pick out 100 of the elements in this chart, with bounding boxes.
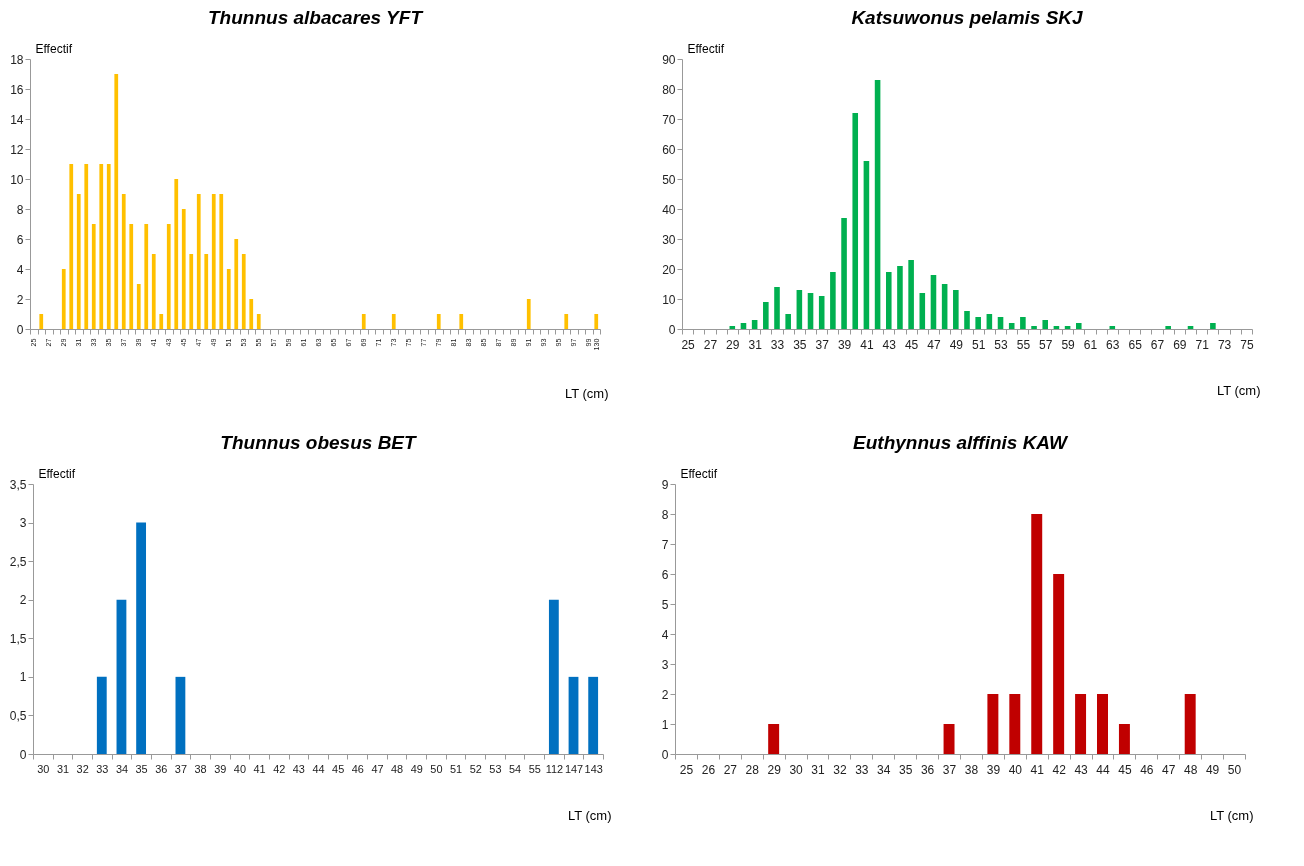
x-tick-label: 49 [949, 337, 964, 352]
y-tick-label: 70 [662, 112, 676, 127]
x-tick-label: 65 [1128, 337, 1143, 352]
x-tick-label: 39 [837, 337, 852, 352]
bar [144, 224, 149, 329]
bar [874, 80, 881, 329]
y-axis-title: Effectif [35, 41, 73, 56]
x-tick-label: 32 [833, 762, 847, 777]
x-tick-label: 38 [964, 762, 979, 777]
bar [763, 302, 769, 329]
x-tick-label: 35 [793, 337, 807, 352]
y-tick-label: 5 [661, 597, 669, 612]
y-tick-label: 1 [19, 670, 27, 685]
x-tick-label: 59 [1061, 337, 1076, 352]
bar [121, 194, 126, 329]
x-tick-label: 35 [899, 762, 913, 777]
bar [84, 164, 89, 329]
x-tick-label: 54 [508, 762, 522, 775]
chart-title: Thunnus albacares YFT [208, 7, 424, 28]
x-tick-label: 45 [332, 762, 345, 775]
x-tick-label: 69 [1173, 337, 1187, 352]
y-tick-label: 60 [662, 142, 676, 157]
x-tick-label: 52 [469, 762, 482, 775]
x-tick-label: 46 [351, 762, 364, 775]
bar [39, 314, 44, 329]
y-tick-label: 14 [10, 112, 24, 127]
x-tick-label: 143 [584, 762, 603, 775]
y-tick-label: 0 [16, 322, 24, 337]
x-tick-label: 29 [767, 762, 782, 777]
bar [196, 194, 201, 329]
y-tick-label: 3 [19, 516, 27, 531]
bar [175, 676, 186, 754]
bar [1075, 323, 1082, 329]
bar [1184, 694, 1196, 754]
y-tick-label: 4 [661, 627, 669, 642]
y-tick-label: 18 [10, 52, 24, 67]
x-tick-label: 55 [1016, 337, 1031, 352]
bar [774, 287, 780, 329]
x-tick-label: 31 [56, 762, 70, 775]
bar [919, 293, 926, 329]
x-tick-label: 44 [312, 762, 325, 775]
bar [526, 299, 531, 329]
x-tick-label: 47 [371, 762, 384, 775]
bar [1210, 323, 1216, 329]
x-tick-label: 63 [1106, 337, 1120, 352]
bar [91, 224, 96, 329]
x-axis-title: LT (cm) [1209, 807, 1254, 823]
bar [1118, 724, 1130, 754]
x-tick-label: 40 [1008, 762, 1023, 777]
bar [76, 194, 81, 329]
x-tick-label: 51 [972, 337, 986, 352]
x-tick-label: 37 [174, 762, 187, 775]
x-tick-label: 31 [811, 762, 825, 777]
y-tick-label: 6 [661, 567, 669, 582]
bar [964, 311, 970, 329]
bar [256, 314, 261, 329]
x-tick-label: 34 [115, 762, 129, 775]
y-tick-label: 50 [662, 172, 676, 187]
x-tick-label: 46 [1140, 762, 1154, 777]
y-tick-label: 9 [661, 477, 669, 492]
x-tick-label: 47 [1162, 762, 1176, 777]
x-tick-label: 71 [1195, 337, 1210, 352]
bar [116, 599, 127, 754]
x-tick-label: 50 [430, 762, 443, 775]
y-tick-label: 8 [661, 507, 669, 522]
bar [181, 209, 186, 329]
y-tick-label: 0 [19, 747, 27, 762]
x-tick-label: 33 [770, 337, 785, 352]
bar [785, 314, 791, 329]
bar [897, 266, 903, 329]
bar [1008, 323, 1015, 329]
x-tick-label: 61 [1083, 337, 1098, 352]
bar [459, 314, 464, 329]
bar [568, 676, 579, 754]
x-tick-label: 31 [748, 337, 763, 352]
x-tick-label: 33 [855, 762, 869, 777]
bar [219, 194, 224, 329]
x-tick-label: 43 [882, 337, 897, 352]
bar [136, 284, 141, 329]
bar [987, 694, 999, 754]
y-axis-title: Effectif [687, 41, 725, 56]
bar [818, 296, 825, 329]
x-tick-label: 75 [1240, 337, 1254, 352]
bar [1097, 694, 1108, 754]
y-tick-label: 2,5 [9, 554, 27, 569]
x-tick-label: 50 [1227, 762, 1242, 777]
bar [588, 676, 599, 754]
y-tick-label: 0,5 [9, 708, 27, 723]
bar [151, 254, 156, 329]
x-axis-title: LT (cm) [1216, 382, 1261, 398]
bar [564, 314, 569, 329]
x-tick-label: 42 [273, 762, 286, 775]
x-tick-label: 53 [489, 762, 502, 775]
bar [1020, 317, 1026, 329]
x-tick-label: 37 [815, 337, 830, 352]
x-tick-label: 25 [679, 762, 694, 777]
y-tick-label: 90 [662, 52, 676, 67]
bar [830, 272, 836, 329]
bar [99, 164, 104, 329]
y-tick-label: 3 [661, 657, 669, 672]
